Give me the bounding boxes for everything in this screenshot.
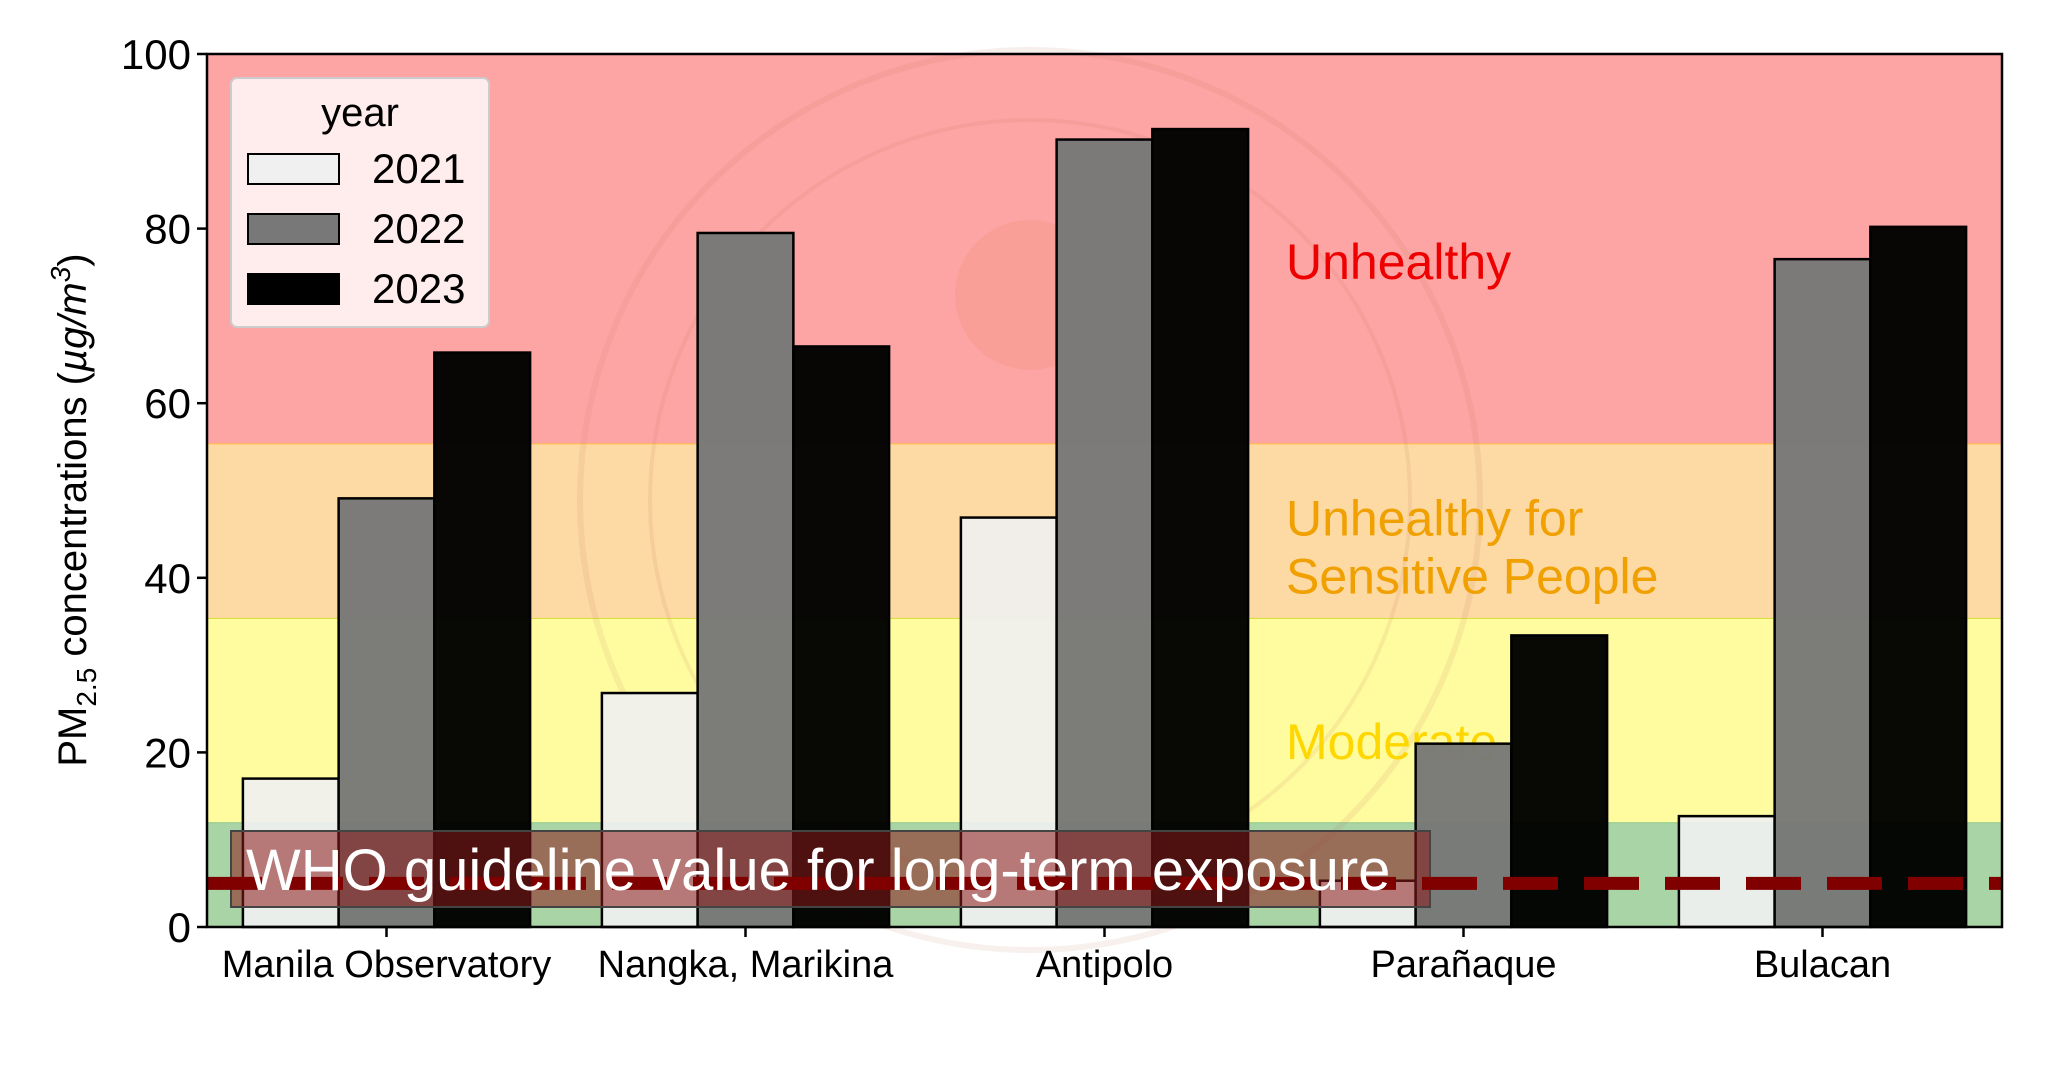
- x-tick-label: Antipolo: [1036, 944, 1173, 986]
- band-label: Unhealthy for: [1286, 491, 1583, 547]
- bar-2023-4: [1869, 225, 1968, 929]
- bar-2022-2: [1055, 138, 1154, 929]
- x-tick-label: Bulacan: [1754, 944, 1891, 986]
- band-label: Sensitive People: [1286, 549, 1658, 605]
- y-tick-label: 20: [144, 729, 191, 776]
- y-tick-label: 0: [168, 904, 191, 951]
- x-tick-label: Nangka, Marikina: [598, 944, 895, 986]
- bar-2022-4: [1773, 257, 1872, 929]
- y-axis: 0 20 40 60 80 100: [121, 31, 207, 951]
- x-tick-label: Manila Observatory: [222, 944, 551, 986]
- bar-2023-2: [1151, 127, 1250, 929]
- bar-2021-4: [1677, 814, 1776, 929]
- legend-swatch-2021: [247, 153, 340, 185]
- legend-swatch-2022: [247, 213, 340, 245]
- y-axis-label: PM2.5 concentrations (µg/m3): [45, 253, 102, 766]
- x-axis: Manila Observatory Nangka, Marikina Antipo…: [222, 927, 1891, 986]
- legend-label-2023: 2023: [372, 265, 465, 312]
- y-tick-label: 80: [144, 206, 191, 253]
- legend-box: [230, 77, 490, 328]
- bar-2022-1: [696, 231, 795, 929]
- legend-swatch-2023: [247, 273, 340, 305]
- legend: year 2021 2022 2023: [230, 77, 490, 328]
- band-label: Unhealthy: [1286, 234, 1511, 290]
- legend-title: year: [321, 91, 399, 135]
- bars: [241, 127, 1968, 929]
- legend-label-2022: 2022: [372, 205, 465, 252]
- who-label: WHO guideline value for long-term exposu…: [246, 838, 1390, 903]
- who-guideline: WHO guideline value for long-term exposu…: [207, 830, 2002, 908]
- who-label-box: [230, 830, 1431, 908]
- y-tick-label: 100: [121, 31, 191, 78]
- y-tick-label: 40: [144, 555, 191, 602]
- legend-label-2021: 2021: [372, 145, 465, 192]
- y-tick-label: 60: [144, 380, 191, 427]
- x-tick-label: Parañaque: [1371, 944, 1557, 986]
